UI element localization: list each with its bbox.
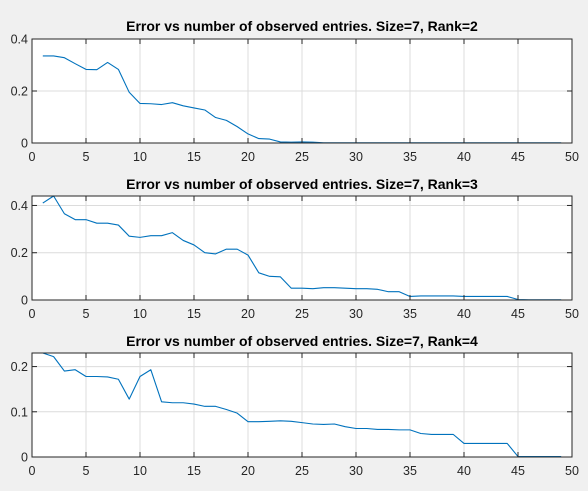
chart-3-ytick-label-1: 0.1 [11,405,28,419]
chart-3-xtick-label-2: 10 [133,464,147,478]
chart-2-xtick-label-0: 0 [29,307,36,321]
chart-2-xtick-label-1: 5 [83,307,90,321]
chart-2-xtick-label-7: 35 [403,307,417,321]
chart-1-xtick-label-7: 35 [403,150,417,164]
chart-3-xtick-label-10: 50 [565,464,579,478]
chart-2-series-line [42,195,562,301]
chart-2-xtick-label-10: 50 [565,307,579,321]
chart-1-xtick-label-4: 20 [241,150,255,164]
chart-3-xtick-label-1: 5 [83,464,90,478]
chart-3-ytick-label-2: 0.2 [11,360,28,374]
chart-1-title: Error vs number of observed entries. Siz… [126,18,478,34]
chart-3-xtick-label-7: 35 [403,464,417,478]
chart-3-xtick-label-9: 45 [511,464,525,478]
chart-1-xtick-label-1: 5 [83,150,90,164]
chart-3-title: Error vs number of observed entries. Siz… [126,333,478,349]
chart-1-xtick-label-10: 50 [565,150,579,164]
chart-2-xtick-label-5: 25 [295,307,309,321]
chart-2-ytick-label-1: 0.2 [11,246,28,260]
chart-3-ytick-label-0: 0 [21,451,28,465]
chart-2-xtick-label-6: 30 [349,307,363,321]
chart-3-xtick-label-4: 20 [241,464,255,478]
chart-3-xtick-label-8: 40 [457,464,471,478]
chart-2-xtick-label-3: 15 [187,307,201,321]
chart-3-xtick-label-5: 25 [295,464,309,478]
chart-1-ytick-label-2: 0.4 [11,33,28,47]
chart-3-xtick-label-0: 0 [29,464,36,478]
chart-1-xtick-label-2: 10 [133,150,147,164]
chart-1-ytick-label-1: 0.2 [11,85,28,99]
chart-1-xtick-label-8: 40 [457,150,471,164]
chart-2-xtick-label-4: 20 [241,307,255,321]
chart-1-xtick-label-0: 0 [29,150,36,164]
chart-2-xtick-label-9: 45 [511,307,525,321]
chart-2-title: Error vs number of observed entries. Siz… [126,176,478,192]
chart-1-xtick-label-9: 45 [511,150,525,164]
chart-1-xtick-label-3: 15 [187,150,201,164]
chart-1-ytick-label-0: 0 [21,137,28,151]
chart-2-xtick-label-8: 40 [457,307,471,321]
chart-3-xtick-label-3: 15 [187,464,201,478]
chart-2-ytick-label-0: 0 [21,294,28,308]
chart-2-ytick-label-2: 0.4 [11,199,28,213]
chart-1-xtick-label-6: 30 [349,150,363,164]
chart-2-xtick-label-2: 10 [133,307,147,321]
chart-1-xtick-label-5: 25 [295,150,309,164]
chart-3-series-line [42,352,562,458]
chart-3-xtick-label-6: 30 [349,464,363,478]
